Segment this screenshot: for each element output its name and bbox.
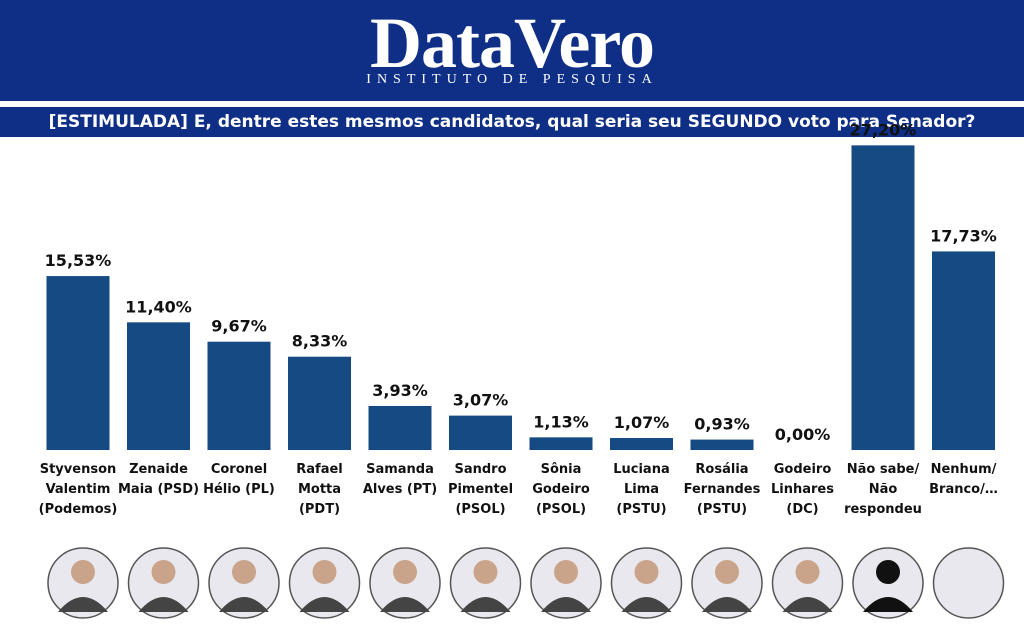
bar — [368, 405, 432, 450]
photo-head — [232, 560, 256, 584]
x-tick-label: Sandro Pimentel (PSOL) — [447, 462, 514, 517]
x-tick-label: Luciana Lima (PSTU) — [613, 462, 670, 517]
tagline: INSTITUTO DE PESQUISA — [366, 72, 658, 87]
x-tick-label: Styvenson Valentim (Podemos) — [38, 462, 118, 517]
bar — [46, 276, 110, 450]
x-tick-label: Rafael Motta (PDT) — [296, 462, 343, 517]
photo-body — [299, 597, 350, 612]
value-label: 3,07% — [453, 391, 509, 410]
bar — [851, 145, 915, 451]
x-tick-label: Samanda Alves (PT) — [362, 462, 438, 497]
candidate-photo — [932, 547, 1005, 619]
photo-head — [634, 560, 659, 584]
header: DataVero INSTITUTO DE PESQUISA — [0, 0, 1024, 101]
value-label: 0,93% — [694, 415, 750, 434]
x-tick-label: Godeiro Linhares (DC) — [771, 462, 834, 517]
photo-body — [621, 597, 672, 612]
photo-head — [151, 560, 176, 584]
x-tick-label: Coronel Hélio (PL) — [203, 462, 275, 497]
bar — [127, 322, 190, 450]
x-tick-label: Nenhum/ Branco/… — [929, 462, 998, 497]
photo-body — [58, 597, 108, 612]
photo-head — [876, 560, 900, 584]
photo-body — [863, 597, 913, 612]
value-label: 0,00% — [775, 425, 831, 444]
photo-body — [541, 597, 591, 612]
value-label: 9,67% — [211, 317, 267, 336]
value-label: 1,13% — [533, 412, 589, 431]
chart-title: [ESTIMULADA] E, dentre estes mesmos cand… — [0, 107, 1024, 137]
photo-head — [554, 560, 578, 584]
bar — [207, 341, 271, 450]
bar — [610, 438, 673, 450]
photo-body — [219, 597, 269, 612]
x-tick-label: Sônia Godeiro (PSOL) — [532, 462, 590, 517]
photo-body — [380, 597, 430, 612]
photo-head — [312, 560, 337, 584]
photo-body — [138, 597, 189, 612]
photo-head — [71, 560, 95, 584]
bar — [932, 251, 995, 450]
value-label: 17,73% — [930, 226, 997, 245]
photo-body — [702, 597, 752, 612]
photo-body — [460, 597, 511, 612]
value-label: 15,53% — [45, 251, 112, 270]
x-tick-label: Não sabe/ Não respondeu — [844, 462, 922, 517]
x-tick-label: Zenaide Maia (PSD) — [117, 462, 200, 497]
photo-head — [473, 560, 498, 584]
value-label: 3,93% — [372, 381, 428, 400]
photo-head — [795, 560, 820, 584]
value-label: 8,33% — [292, 332, 348, 351]
logo: DataVero — [370, 3, 655, 83]
bar — [449, 415, 512, 450]
photo-head — [715, 560, 739, 584]
photo-head — [393, 560, 417, 584]
value-label: 1,07% — [614, 413, 670, 432]
bar — [529, 437, 593, 450]
photo-body — [782, 597, 833, 612]
value-label: 27,20% — [850, 120, 917, 139]
value-label: 11,40% — [125, 297, 192, 316]
bar — [690, 439, 754, 450]
bar — [288, 356, 351, 450]
x-tick-label: Rosália Fernandes (PSTU) — [683, 462, 761, 517]
